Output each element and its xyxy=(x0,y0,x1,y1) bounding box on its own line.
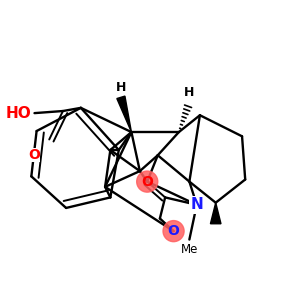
Text: O: O xyxy=(141,175,153,189)
Text: Me: Me xyxy=(181,243,198,256)
Circle shape xyxy=(163,220,184,242)
Text: O: O xyxy=(28,148,40,162)
Circle shape xyxy=(137,171,158,192)
Polygon shape xyxy=(117,96,131,132)
Text: O: O xyxy=(168,224,179,238)
Text: H: H xyxy=(116,81,126,94)
Text: HO: HO xyxy=(6,106,31,121)
Polygon shape xyxy=(210,203,221,224)
Text: H: H xyxy=(184,86,195,99)
Text: N: N xyxy=(190,197,203,212)
